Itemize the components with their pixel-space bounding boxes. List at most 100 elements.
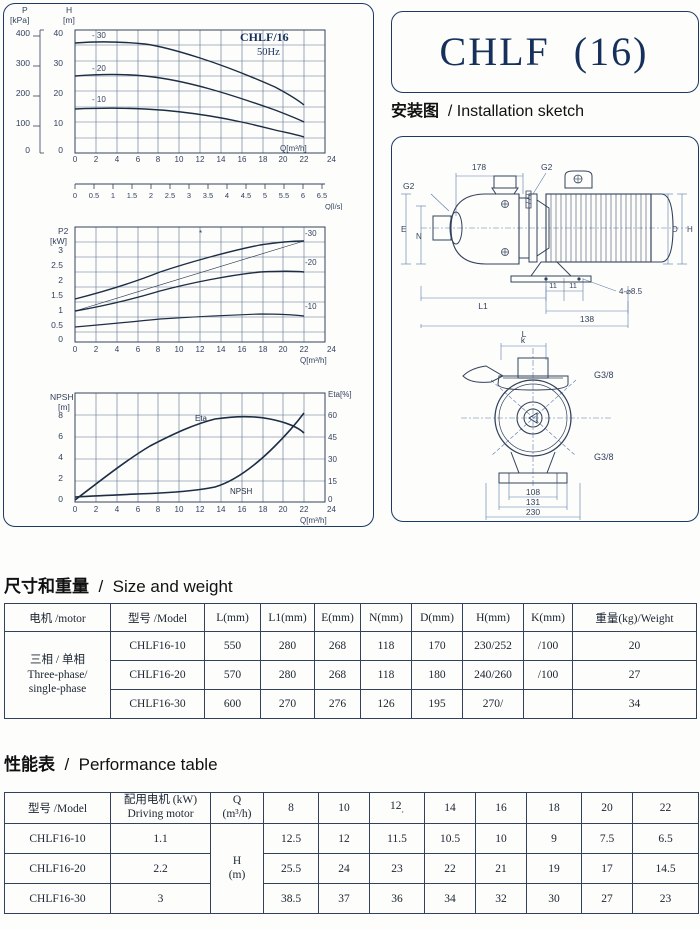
- svg-text:4: 4: [58, 452, 63, 462]
- svg-text:2: 2: [58, 473, 63, 483]
- svg-text:H: H: [66, 5, 72, 15]
- svg-text:[m]: [m]: [63, 15, 75, 25]
- svg-text:18: 18: [259, 155, 268, 164]
- svg-text:11: 11: [569, 281, 577, 290]
- svg-text:30: 30: [54, 58, 64, 68]
- svg-text:P: P: [22, 5, 28, 15]
- svg-text:NPSH: NPSH: [50, 392, 74, 402]
- svg-text:18: 18: [259, 345, 268, 354]
- svg-text:0: 0: [328, 495, 333, 504]
- svg-text:0: 0: [25, 145, 30, 155]
- svg-text:1.5: 1.5: [127, 191, 137, 200]
- svg-text:G3/8: G3/8: [594, 370, 614, 380]
- svg-text:3: 3: [58, 245, 63, 255]
- svg-text:1: 1: [111, 191, 115, 200]
- svg-text:CHLF/16: CHLF/16: [240, 30, 289, 44]
- svg-text:138: 138: [580, 314, 594, 324]
- svg-text:6: 6: [136, 345, 141, 354]
- svg-text:2: 2: [94, 155, 99, 164]
- svg-text:12: 12: [196, 505, 205, 514]
- svg-text:0: 0: [73, 155, 78, 164]
- svg-text:10: 10: [54, 118, 64, 128]
- svg-text:24: 24: [327, 155, 336, 164]
- svg-text:0: 0: [73, 345, 78, 354]
- svg-text:2: 2: [149, 191, 153, 200]
- svg-text:14: 14: [217, 505, 226, 514]
- svg-text:3.5: 3.5: [203, 191, 213, 200]
- svg-text:24: 24: [327, 345, 336, 354]
- svg-text:Eta[%]: Eta[%]: [328, 390, 352, 399]
- svg-text:8: 8: [58, 410, 63, 420]
- svg-text:24: 24: [327, 505, 336, 514]
- svg-text:E: E: [401, 225, 406, 234]
- svg-text:10: 10: [175, 155, 184, 164]
- svg-text:14: 14: [217, 155, 226, 164]
- svg-text:400: 400: [16, 28, 30, 38]
- svg-text:12: 12: [196, 155, 205, 164]
- svg-text:4.5: 4.5: [241, 191, 251, 200]
- svg-text:6.5: 6.5: [317, 191, 327, 200]
- svg-text:Q[m³/h]: Q[m³/h]: [300, 356, 327, 365]
- svg-text:20: 20: [279, 155, 288, 164]
- svg-text:0: 0: [58, 145, 63, 155]
- svg-text:230: 230: [526, 507, 540, 517]
- svg-text:22: 22: [300, 345, 309, 354]
- svg-text:G2: G2: [403, 181, 415, 191]
- svg-text:45: 45: [328, 433, 337, 442]
- svg-text:2.5: 2.5: [165, 191, 175, 200]
- svg-text:6: 6: [136, 155, 141, 164]
- svg-text:0: 0: [58, 334, 63, 344]
- svg-text:18: 18: [259, 505, 268, 514]
- svg-text:0.5: 0.5: [89, 191, 99, 200]
- svg-text:1.5: 1.5: [51, 290, 63, 300]
- svg-text:6: 6: [136, 505, 141, 514]
- svg-text:Q[m³/h]: Q[m³/h]: [280, 144, 307, 153]
- svg-text:2: 2: [94, 505, 99, 514]
- svg-text:4: 4: [115, 155, 120, 164]
- svg-text:20: 20: [279, 345, 288, 354]
- svg-text:6: 6: [301, 191, 305, 200]
- svg-text:-20: -20: [305, 258, 317, 267]
- svg-text:20: 20: [279, 505, 288, 514]
- svg-text:200: 200: [16, 88, 30, 98]
- svg-text:15: 15: [328, 477, 337, 486]
- svg-text:4: 4: [115, 505, 120, 514]
- svg-text:*: *: [199, 229, 202, 238]
- svg-text:100: 100: [16, 118, 30, 128]
- svg-text:16: 16: [238, 505, 247, 514]
- svg-text:4: 4: [225, 191, 229, 200]
- svg-text:- 30: - 30: [92, 31, 106, 40]
- svg-text:12: 12: [196, 345, 205, 354]
- svg-text:1: 1: [58, 305, 63, 315]
- svg-text:40: 40: [54, 28, 64, 38]
- svg-text:108: 108: [526, 487, 540, 497]
- svg-text:178: 178: [472, 162, 486, 172]
- svg-text:16: 16: [238, 345, 247, 354]
- svg-text:D: D: [672, 225, 678, 234]
- svg-text:5: 5: [263, 191, 267, 200]
- svg-text:[kPa]: [kPa]: [10, 15, 29, 25]
- svg-text:NPSH: NPSH: [230, 487, 252, 496]
- svg-text:H: H: [687, 225, 693, 234]
- svg-text:300: 300: [16, 58, 30, 68]
- svg-text:10: 10: [175, 505, 184, 514]
- svg-text:6: 6: [58, 431, 63, 441]
- svg-text:4: 4: [115, 345, 120, 354]
- svg-text:60: 60: [328, 411, 337, 420]
- svg-text:2.5: 2.5: [51, 260, 63, 270]
- svg-text:8: 8: [156, 505, 161, 514]
- svg-text:- 10: - 10: [92, 95, 106, 104]
- svg-text:20: 20: [54, 88, 64, 98]
- svg-text:2: 2: [94, 345, 99, 354]
- svg-text:16: 16: [238, 155, 247, 164]
- svg-text:4-⌀8.5: 4-⌀8.5: [619, 287, 643, 296]
- svg-text:P2: P2: [58, 226, 69, 236]
- svg-text:0: 0: [58, 494, 63, 504]
- svg-text:22: 22: [300, 155, 309, 164]
- svg-text:L1: L1: [478, 301, 488, 311]
- svg-text:3: 3: [187, 191, 191, 200]
- svg-text:0.5: 0.5: [51, 320, 63, 330]
- svg-text:22: 22: [300, 505, 309, 514]
- svg-text:Q[l/s]: Q[l/s]: [325, 202, 343, 210]
- svg-text:50Hz: 50Hz: [257, 47, 280, 58]
